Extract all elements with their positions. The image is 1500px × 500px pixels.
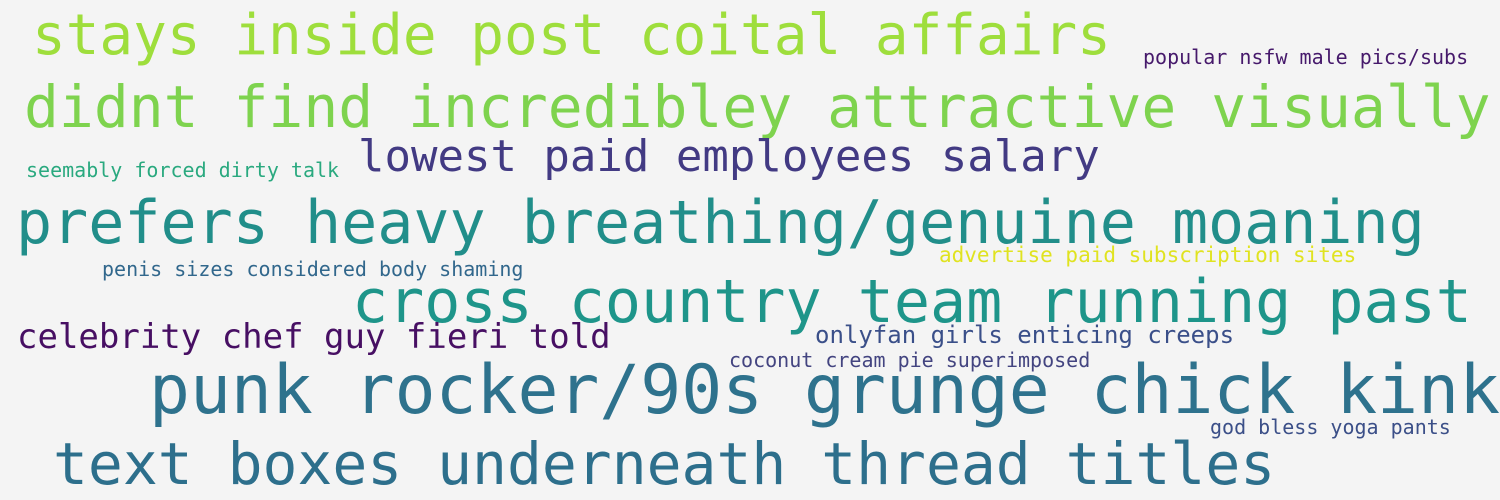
word-cross-country-team-running-past: cross country team running past: [352, 267, 1472, 337]
word-stays-inside-post-coital-affairs: stays inside post coital affairs: [32, 3, 1111, 68]
word-prefers-heavy-breathing-genuine-moaning: prefers heavy breathing/genuine moaning: [16, 188, 1425, 258]
word-celebrity-chef-guy-fieri-told: celebrity chef guy fieri told: [17, 317, 611, 357]
word-penis-sizes-considered-body-shaming: penis sizes considered body shaming: [102, 257, 524, 281]
word-advertise-paid-subscription-sites: advertise paid subscription sites: [939, 243, 1357, 267]
word-popular-nsfw-male-pics-subs: popular nsfw male pics/subs: [1143, 45, 1469, 69]
word-onlyfan-girls-enticing-creeps: onlyfan girls enticing creeps: [815, 321, 1235, 349]
word-god-bless-yoga-pants: god bless yoga pants: [1210, 415, 1451, 439]
word-coconut-cream-pie-superimposed: coconut cream pie superimposed: [729, 348, 1091, 372]
word-didnt-find-incredibley-attractive-visually: didnt find incredibley attractive visual…: [24, 73, 1491, 141]
word-punk-rocker-90s-grunge-chick-kink: punk rocker/90s grunge chick kink: [149, 351, 1500, 430]
word-text-boxes-underneath-thread-titles: text boxes underneath thread titles: [53, 430, 1276, 498]
word-seemably-forced-dirty-talk: seemably forced dirty talk: [26, 158, 340, 182]
word-lowest-paid-employees-salary: lowest paid employees salary: [358, 131, 1100, 182]
